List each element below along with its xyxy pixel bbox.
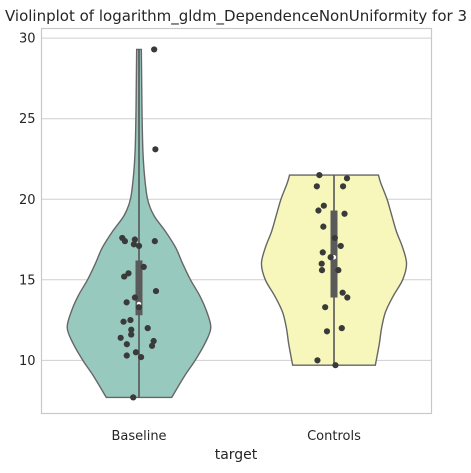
data-point xyxy=(130,241,138,248)
data-point xyxy=(150,337,157,345)
chart-title: Violinplot of logarithm_gldm_DependenceN… xyxy=(5,7,467,26)
data-point xyxy=(318,260,325,267)
data-point xyxy=(331,234,338,242)
y-tick-label: 30 xyxy=(19,32,36,47)
y-tick-label: 20 xyxy=(19,193,36,208)
violin-controls xyxy=(260,171,408,369)
violins xyxy=(66,46,408,401)
data-point xyxy=(339,183,347,190)
tick-labels: 10 15 20 25 30 Baseline Controls xyxy=(19,32,361,444)
data-point xyxy=(335,267,342,274)
data-point xyxy=(123,352,130,359)
x-tick-label: Baseline xyxy=(111,429,166,444)
data-point xyxy=(316,171,323,179)
data-point xyxy=(120,318,127,325)
y-tick-label: 25 xyxy=(19,112,36,127)
data-point xyxy=(144,325,151,332)
data-point xyxy=(148,342,156,349)
data-point xyxy=(319,249,326,256)
data-point xyxy=(151,46,158,53)
data-point xyxy=(125,270,132,277)
data-point xyxy=(128,326,135,333)
data-point xyxy=(315,207,322,214)
data-point xyxy=(140,263,147,271)
data-point xyxy=(135,242,143,250)
data-point xyxy=(320,202,327,209)
x-tick-label: Controls xyxy=(307,429,361,444)
data-point xyxy=(137,354,145,361)
data-point xyxy=(121,273,128,280)
violin-baseline xyxy=(66,46,212,401)
data-point xyxy=(130,394,137,401)
y-tick-label: 15 xyxy=(19,273,36,288)
data-point xyxy=(132,349,140,356)
data-point xyxy=(320,223,327,230)
data-point xyxy=(323,328,331,335)
data-point xyxy=(128,331,135,338)
data-point xyxy=(339,289,346,296)
data-point xyxy=(344,294,351,301)
data-point xyxy=(318,267,326,274)
data-point xyxy=(123,341,130,348)
data-point xyxy=(121,238,129,245)
data-point xyxy=(127,316,134,324)
data-point xyxy=(338,325,345,332)
data-point xyxy=(131,294,139,301)
plot-frame xyxy=(40,27,433,415)
data-point xyxy=(314,357,321,364)
data-point xyxy=(151,238,158,245)
data-point xyxy=(332,362,339,369)
data-point xyxy=(152,146,159,153)
x-axis-label: target xyxy=(215,447,258,463)
data-point xyxy=(135,304,142,311)
data-point xyxy=(341,210,348,217)
data-point xyxy=(337,242,344,250)
data-point xyxy=(152,287,160,295)
data-point xyxy=(131,236,138,243)
data-point xyxy=(123,299,130,306)
y-tick-label: 10 xyxy=(19,354,36,369)
data-point xyxy=(117,334,124,341)
data-point xyxy=(327,254,334,261)
quartile-box xyxy=(135,260,143,316)
data-point xyxy=(343,175,351,182)
data-point xyxy=(322,304,329,311)
data-point xyxy=(313,183,320,190)
quartile-box xyxy=(330,210,338,298)
